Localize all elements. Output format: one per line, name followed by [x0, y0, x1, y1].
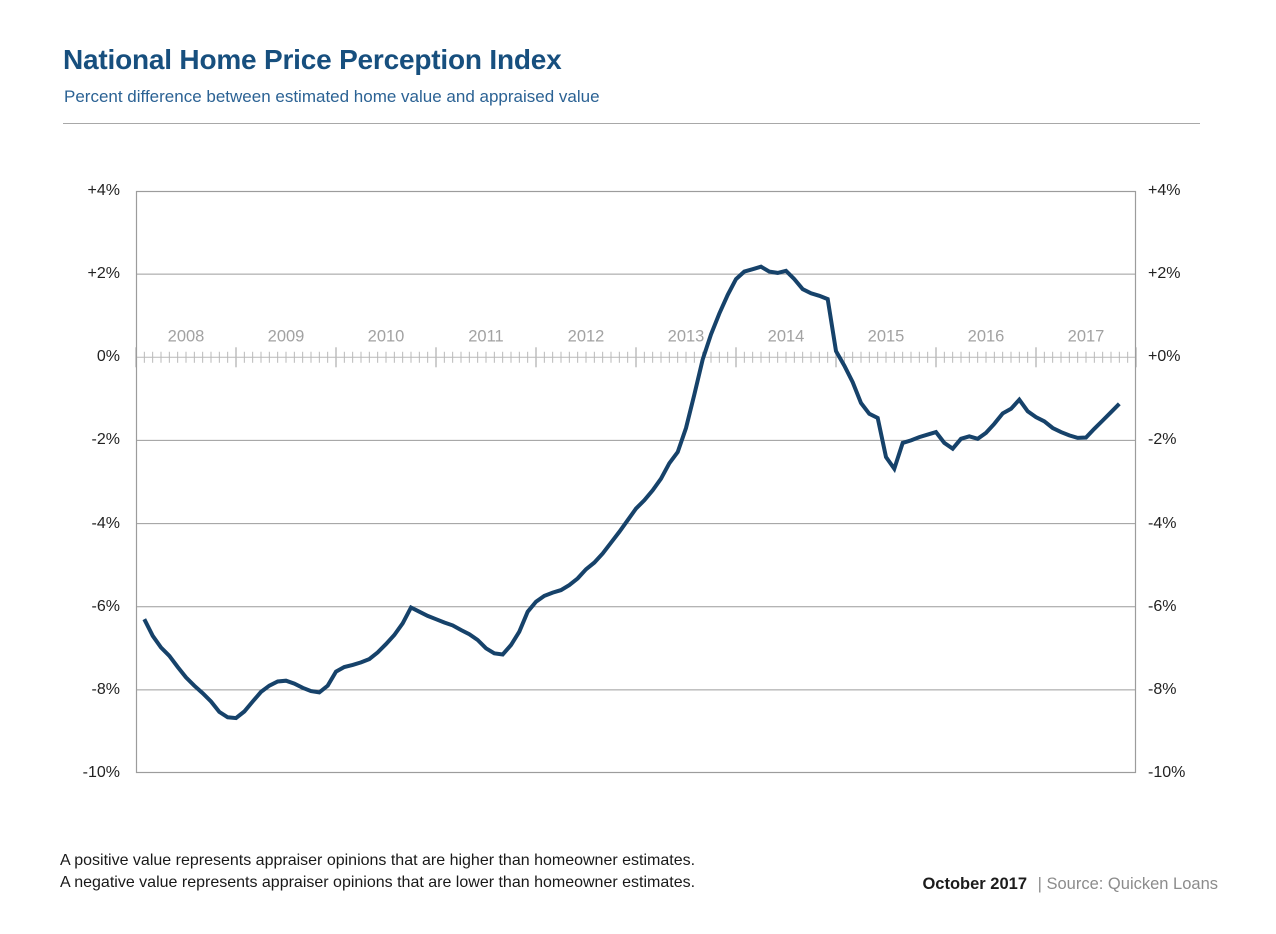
- report-date: October 2017: [922, 875, 1028, 893]
- x-axis-year-label: 2015: [868, 327, 905, 345]
- x-axis-year-label: 2008: [168, 327, 205, 345]
- y-axis-label-left: -10%: [82, 764, 120, 781]
- y-axis-label-right: +2%: [1148, 265, 1181, 283]
- y-axis-label-left: -4%: [91, 514, 120, 532]
- x-axis-year-label: 2016: [968, 327, 1005, 345]
- page-subtitle: Percent difference between estimated hom…: [64, 87, 600, 106]
- y-axis-label-left: -8%: [91, 680, 120, 698]
- footnote-line-positive: A positive value represents appraiser op…: [60, 852, 696, 869]
- header-divider: [63, 123, 1200, 124]
- y-axis-label-right: -10%: [1148, 764, 1186, 781]
- y-axis-label-left: -6%: [91, 597, 120, 615]
- y-axis-label-right: -8%: [1148, 680, 1177, 698]
- x-axis-year-label: 2013: [668, 327, 705, 345]
- page-title: National Home Price Perception Index: [63, 44, 562, 75]
- y-axis-label-right: +0%: [1148, 348, 1181, 366]
- y-axis-label-left: -2%: [91, 431, 120, 449]
- y-axis-label-left: +4%: [87, 182, 120, 199]
- x-axis-year-label: 2017: [1068, 327, 1105, 345]
- source-attribution: | Source: Quicken Loans: [1037, 875, 1218, 893]
- y-axis-label-right: -4%: [1148, 514, 1177, 532]
- y-axis-label-right: -2%: [1148, 431, 1177, 449]
- y-axis-label-left: +2%: [87, 265, 120, 283]
- y-axis-label-right: +4%: [1148, 182, 1181, 199]
- hppi-series-line: [142, 264, 1121, 721]
- plot-border: [135, 190, 1137, 774]
- y-axis-label-left: 0%: [96, 348, 120, 366]
- x-axis-year-label: 2014: [768, 327, 805, 345]
- x-axis-year-label: 2011: [468, 327, 503, 345]
- source-line: October 2017 | Source: Quicken Loans: [922, 875, 1218, 894]
- hppi-line-chart: 2008 2009 2010 2011 2012 2013 2014 2015 2016 2017: [135, 190, 1137, 774]
- x-axis-year-label: 2010: [368, 327, 405, 345]
- y-axis-label-right: -6%: [1148, 597, 1177, 615]
- x-axis-year-label: 2009: [268, 327, 305, 345]
- footnote: A positive value represents appraiser op…: [60, 850, 695, 893]
- footnote-line-negative: A negative value represents appraiser op…: [60, 873, 696, 891]
- x-axis-year-label: 2012: [568, 327, 605, 345]
